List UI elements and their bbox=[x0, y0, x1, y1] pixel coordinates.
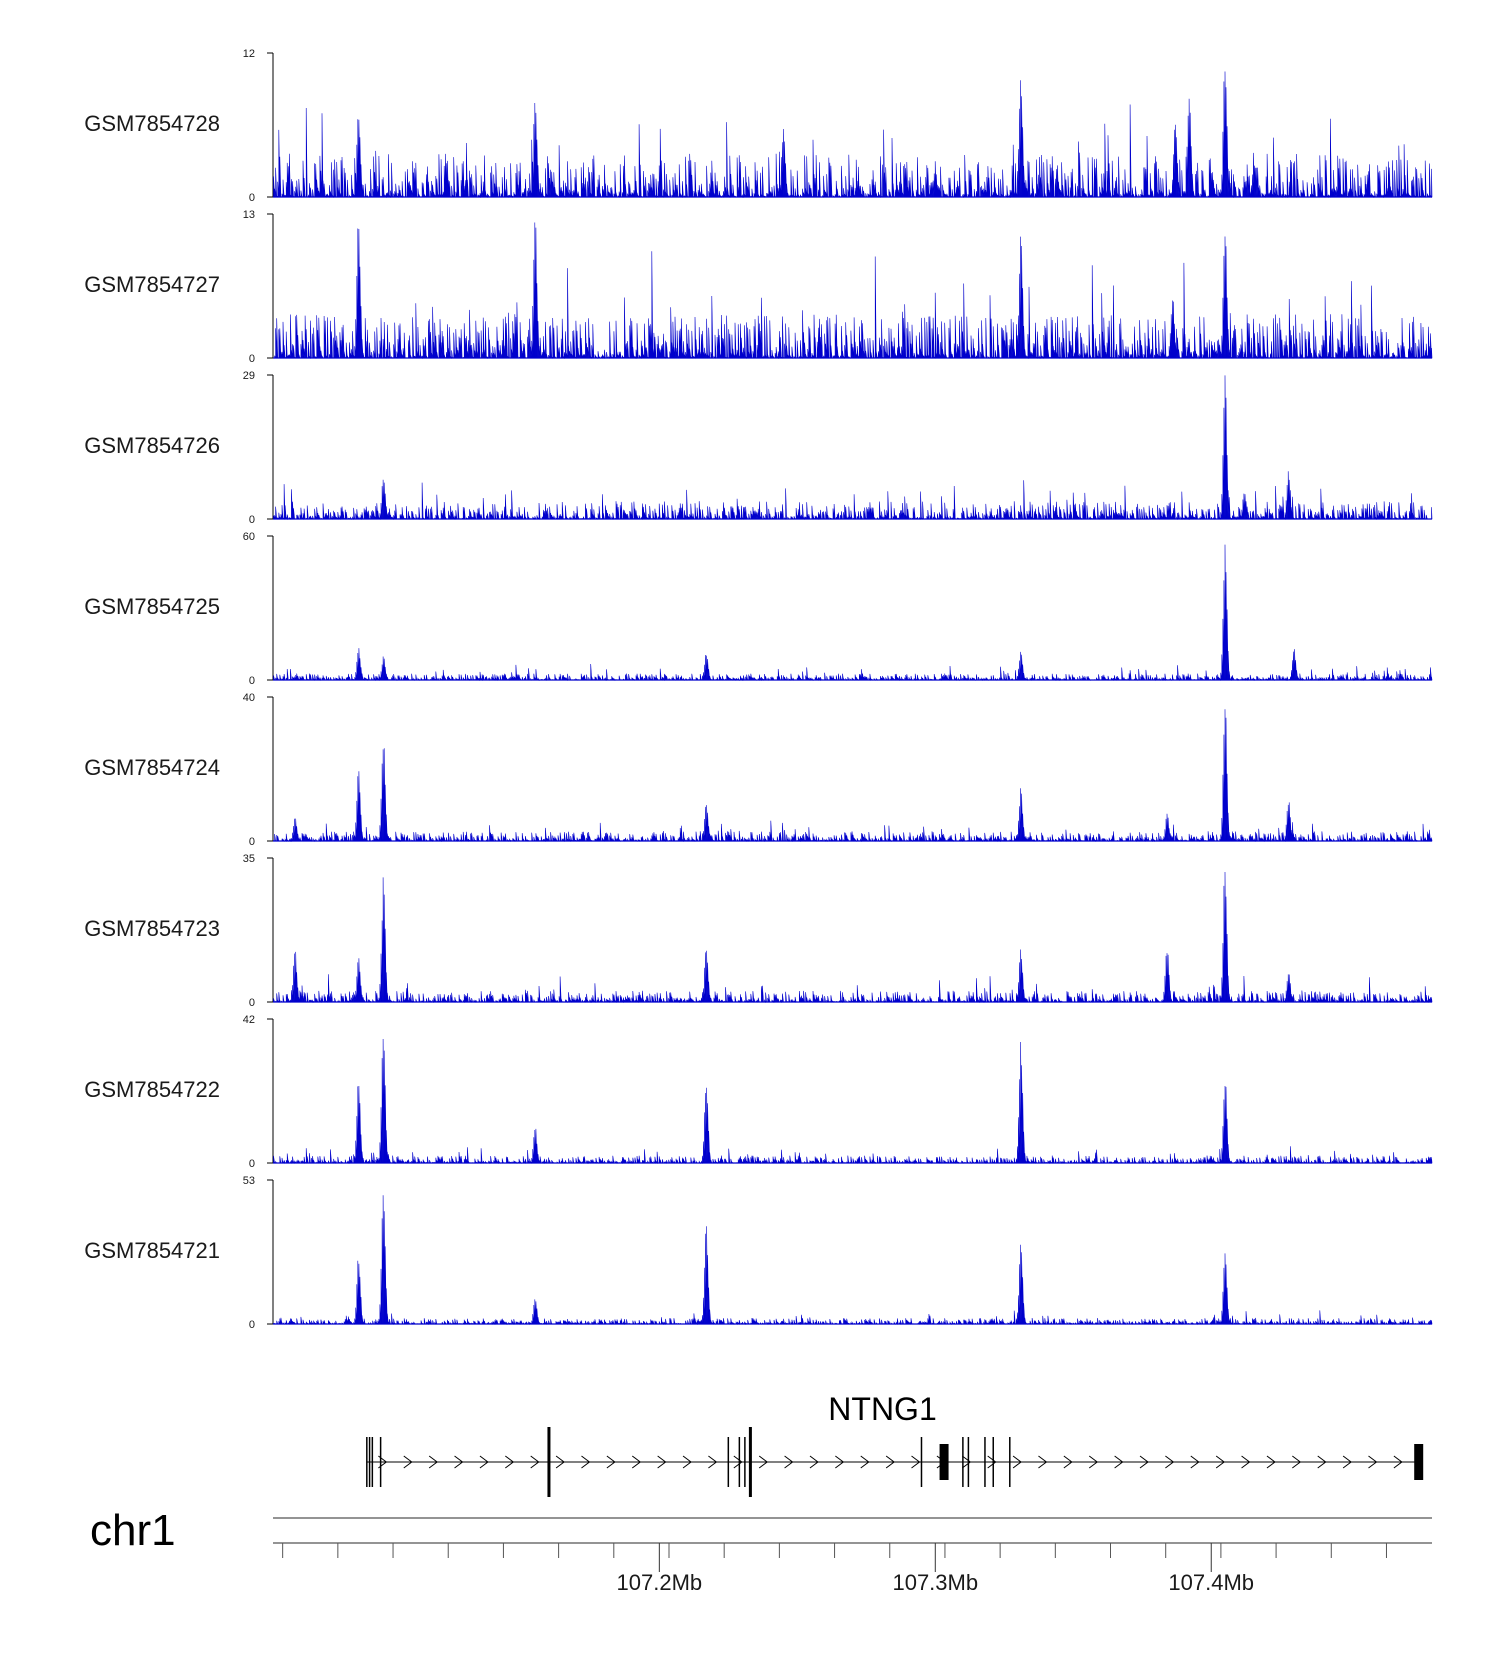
strand-arrow bbox=[1368, 1455, 1378, 1469]
strand-arrow bbox=[657, 1455, 667, 1469]
strand-arrow bbox=[784, 1455, 794, 1469]
gene-exon bbox=[939, 1444, 949, 1480]
strand-arrow bbox=[1292, 1455, 1302, 1469]
coverage-tracks: GSM7854728120GSM7854727130GSM7854726290G… bbox=[84, 48, 1433, 1331]
strand-arrow bbox=[708, 1455, 718, 1469]
strand-arrow bbox=[1241, 1455, 1251, 1469]
strand-arrow bbox=[1012, 1455, 1022, 1469]
track-label: GSM7854724 bbox=[84, 755, 220, 780]
track-label: GSM7854725 bbox=[84, 594, 220, 619]
strand-arrow bbox=[885, 1455, 895, 1469]
axis-tick-label: 107.4Mb bbox=[1168, 1570, 1254, 1595]
strand-arrow bbox=[860, 1455, 870, 1469]
strand-arrow bbox=[403, 1455, 413, 1469]
strand-arrow bbox=[530, 1455, 540, 1469]
y-min-label: 0 bbox=[249, 997, 255, 1009]
coverage-signal bbox=[273, 375, 1433, 521]
strand-arrow bbox=[987, 1455, 997, 1469]
track-GSM7854724: GSM7854724 40 0 bbox=[84, 692, 1433, 848]
track-label: GSM7854728 bbox=[84, 111, 220, 136]
strand-arrow bbox=[758, 1455, 769, 1469]
track-label: GSM7854722 bbox=[84, 1077, 220, 1102]
y-max-label: 35 bbox=[243, 853, 255, 865]
y-min-label: 0 bbox=[249, 836, 255, 848]
strand-arrow bbox=[631, 1455, 642, 1469]
y-max-label: 12 bbox=[243, 48, 255, 60]
y-min-label: 0 bbox=[249, 1158, 255, 1170]
coverage-signal bbox=[273, 709, 1433, 843]
strand-arrow bbox=[1393, 1455, 1403, 1469]
y-max-label: 60 bbox=[243, 531, 255, 543]
gene-exon bbox=[1414, 1444, 1424, 1480]
strand-arrow bbox=[1215, 1455, 1226, 1469]
track-GSM7854721: GSM7854721 53 0 bbox=[84, 1175, 1433, 1331]
strand-arrow bbox=[428, 1455, 438, 1469]
y-min-label: 0 bbox=[249, 675, 255, 687]
strand-arrow bbox=[809, 1455, 819, 1469]
track-label: GSM7854723 bbox=[84, 916, 220, 941]
strand-arrow bbox=[1063, 1455, 1073, 1469]
y-min-label: 0 bbox=[249, 1319, 255, 1331]
coverage-signal bbox=[273, 1038, 1433, 1165]
strand-arrow bbox=[1317, 1455, 1327, 1469]
strand-arrow bbox=[961, 1455, 972, 1469]
track-GSM7854726: GSM7854726 29 0 bbox=[84, 370, 1433, 526]
y-min-label: 0 bbox=[249, 514, 255, 526]
genomic-axis: chr1 107.2Mb 107.3Mb 107.4Mb bbox=[90, 1506, 1432, 1595]
track-label: GSM7854721 bbox=[84, 1238, 220, 1263]
strand-arrow bbox=[1266, 1455, 1276, 1469]
strand-arrow bbox=[454, 1455, 464, 1469]
strand-arrow bbox=[1088, 1455, 1099, 1469]
strand-arrow bbox=[835, 1455, 845, 1469]
strand-arrow bbox=[1114, 1455, 1124, 1469]
strand-arrow bbox=[1342, 1455, 1352, 1469]
strand-arrow bbox=[505, 1455, 515, 1469]
strand-arrow bbox=[555, 1455, 565, 1469]
track-GSM7854722: GSM7854722 42 0 bbox=[84, 1014, 1433, 1170]
coverage-signal bbox=[273, 71, 1433, 199]
coverage-signal bbox=[273, 222, 1433, 360]
strand-arrow bbox=[581, 1455, 591, 1469]
track-GSM7854727: GSM7854727 13 0 bbox=[84, 209, 1433, 365]
y-max-label: 29 bbox=[243, 370, 255, 382]
gene-name-label: NTNG1 bbox=[828, 1391, 936, 1427]
y-max-label: 40 bbox=[243, 692, 255, 704]
axis-tick-label: 107.3Mb bbox=[892, 1570, 978, 1595]
track-label: GSM7854727 bbox=[84, 272, 220, 297]
track-label: GSM7854726 bbox=[84, 433, 220, 458]
strand-arrow bbox=[479, 1455, 489, 1469]
strand-arrow bbox=[911, 1455, 921, 1469]
strand-arrow bbox=[1190, 1455, 1200, 1469]
coverage-signal bbox=[273, 544, 1433, 682]
y-max-label: 42 bbox=[243, 1014, 255, 1026]
track-GSM7854725: GSM7854725 60 0 bbox=[84, 531, 1433, 687]
coverage-signal bbox=[273, 871, 1433, 1004]
strand-arrow bbox=[1038, 1455, 1048, 1469]
strand-arrow bbox=[1139, 1455, 1149, 1469]
y-max-label: 13 bbox=[243, 209, 255, 221]
strand-arrow bbox=[682, 1455, 692, 1469]
y-min-label: 0 bbox=[249, 353, 255, 365]
strand-arrow bbox=[606, 1455, 616, 1469]
strand-arrow bbox=[1165, 1455, 1175, 1469]
gene-annotation-track: NTNG1 bbox=[366, 1391, 1424, 1497]
track-GSM7854723: GSM7854723 35 0 bbox=[84, 853, 1433, 1009]
chromosome-label: chr1 bbox=[90, 1506, 176, 1555]
y-min-label: 0 bbox=[249, 192, 255, 204]
y-max-label: 53 bbox=[243, 1175, 255, 1187]
coverage-signal bbox=[273, 1195, 1433, 1326]
strand-arrow bbox=[733, 1455, 743, 1469]
axis-tick-label: 107.2Mb bbox=[617, 1570, 703, 1595]
track-GSM7854728: GSM7854728 12 0 bbox=[84, 48, 1433, 204]
